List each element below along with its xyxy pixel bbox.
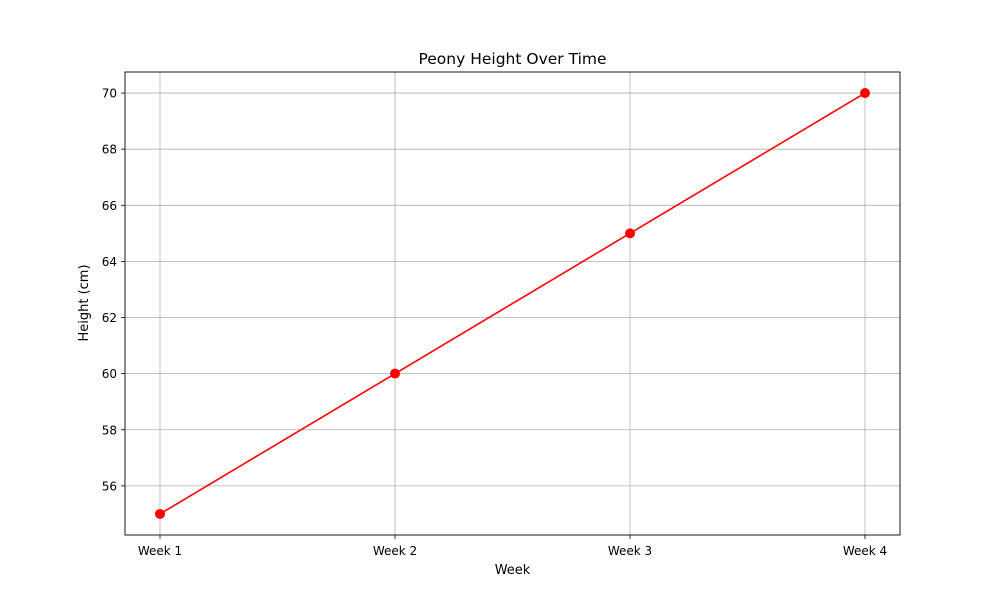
y-tick-label: 56 <box>102 479 117 493</box>
x-tick-label: Week 1 <box>138 544 182 558</box>
y-tick-label: 64 <box>102 255 117 269</box>
data-point <box>155 508 165 519</box>
data-point <box>390 368 400 379</box>
x-tick-label: Week 4 <box>843 544 887 558</box>
y-tick-label: 68 <box>102 143 117 157</box>
y-tick-label: 58 <box>102 423 117 437</box>
series-layer <box>155 88 870 519</box>
y-tick-label: 62 <box>102 311 117 325</box>
x-tick-label: Week 2 <box>373 544 417 558</box>
y-tick-label: 66 <box>102 199 117 213</box>
data-point <box>860 88 870 99</box>
series-line <box>159 92 866 515</box>
data-point <box>625 228 635 239</box>
ticks: Week 1 Week 2 Week 3 Week 4 56 58 60 62 64 66 68 70 <box>102 87 887 558</box>
y-tick-label: 70 <box>102 87 117 101</box>
axes <box>124 71 901 536</box>
grid <box>125 72 900 535</box>
x-axis-label: Week <box>495 563 531 578</box>
y-tick-label: 60 <box>102 367 117 381</box>
y-axis-label: Height (cm) <box>77 264 92 341</box>
chart-title: Peony Height Over Time <box>418 50 606 68</box>
plot-frame <box>124 71 901 536</box>
x-tick-label: Week 3 <box>608 544 652 558</box>
